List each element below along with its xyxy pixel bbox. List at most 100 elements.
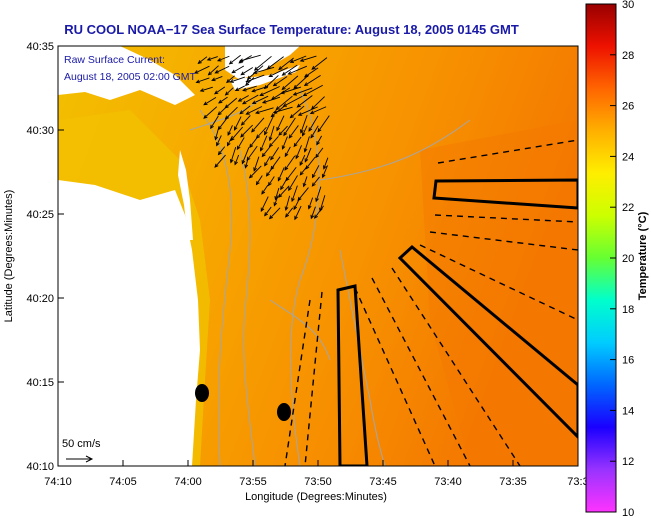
annotation-line-1: Raw Surface Current:	[64, 54, 165, 66]
current-vector-head	[261, 190, 266, 195]
current-vector	[304, 147, 312, 162]
current-vector	[226, 75, 235, 83]
current-vector-head	[291, 197, 295, 203]
current-vector	[310, 206, 316, 219]
colorbar-tick-label: 22	[622, 202, 634, 214]
current-vector	[215, 65, 230, 74]
current-vector-head	[297, 112, 303, 116]
current-vector	[230, 146, 237, 163]
current-vector	[211, 75, 223, 81]
box-north	[432, 178, 578, 210]
current-vector	[203, 96, 217, 106]
current-vector	[246, 106, 263, 115]
current-vector	[264, 115, 275, 135]
current-vector-head	[203, 101, 208, 106]
current-vector-head	[313, 214, 318, 219]
current-vector-head	[283, 131, 288, 137]
current-vector	[311, 57, 328, 70]
current-vector-head	[317, 128, 322, 133]
current-vector	[299, 154, 306, 166]
current-vector	[218, 146, 226, 155]
current-vector-head	[295, 154, 300, 160]
current-vector	[274, 187, 280, 200]
current-vector	[288, 175, 298, 191]
current-vector-head	[226, 79, 231, 84]
current-vector-head	[217, 111, 222, 116]
current-vector-head	[268, 215, 274, 220]
current-vector-head	[249, 143, 254, 149]
current-vector	[218, 96, 228, 104]
current-vector	[241, 115, 251, 126]
current-vector-head	[281, 86, 286, 91]
current-vector-head	[293, 84, 298, 90]
sampling-ray-lines	[284, 139, 578, 466]
current-vector-head	[248, 174, 254, 179]
current-vector	[196, 77, 210, 83]
current-vector	[284, 146, 291, 157]
current-vector	[319, 195, 326, 212]
current-vector	[310, 125, 319, 138]
current-vector	[229, 54, 241, 65]
current-vector	[290, 55, 307, 63]
current-vector	[203, 106, 218, 119]
current-vector	[217, 105, 228, 116]
current-vector-head	[299, 58, 305, 62]
bathymetry-contours	[189, 89, 471, 466]
current-vector	[305, 156, 316, 170]
current-vector-head	[261, 99, 267, 104]
current-vector	[298, 106, 318, 116]
x-axis-ticks: 74:10 74:05 74:00 73:55 73:50 73:45 73:40 73:35…	[44, 460, 589, 488]
current-vector	[234, 116, 242, 131]
current-vector	[253, 66, 275, 74]
current-vector	[240, 124, 253, 138]
current-vector-head	[310, 134, 315, 139]
current-vector	[230, 76, 245, 83]
current-vector-head	[284, 166, 289, 171]
current-vector-head	[280, 185, 284, 191]
current-vector-head	[300, 129, 304, 134]
current-vector	[293, 87, 313, 96]
current-vector-head	[245, 78, 250, 83]
current-vector-head	[240, 121, 245, 126]
colorbar-tick-label: 24	[622, 151, 634, 163]
current-vector-head	[216, 142, 220, 147]
current-vector-head	[213, 90, 219, 95]
y-axis-ticks: 40:35 40:30 40:25 40:20 40:15 40:10	[26, 41, 64, 473]
current-vector-head	[304, 158, 309, 163]
current-vector	[256, 126, 267, 139]
y-tick-label: 40:35	[26, 41, 54, 53]
current-vector	[260, 135, 268, 151]
current-vector	[273, 106, 293, 114]
current-vector-head	[301, 132, 306, 137]
current-vector	[281, 75, 299, 90]
x-tick-label: 73:3	[567, 476, 588, 488]
current-vector-head	[255, 181, 260, 186]
current-vector	[269, 207, 281, 219]
current-vector-head	[211, 77, 216, 82]
current-vector	[214, 154, 226, 168]
current-vector-head	[311, 173, 316, 179]
current-vector	[317, 115, 330, 132]
current-vector-head	[307, 205, 312, 210]
sampling-box-outlines	[336, 178, 578, 466]
current-vector-head	[278, 193, 283, 198]
current-vector	[208, 65, 219, 76]
scale-label: 50 cm/s	[62, 438, 101, 450]
current-vector	[225, 87, 234, 96]
colorbar-tick-label: 30	[622, 0, 634, 11]
current-vector-head	[277, 177, 282, 182]
current-vector-head	[273, 202, 278, 207]
current-vector-head	[261, 152, 266, 158]
current-vector	[311, 96, 325, 110]
surface-current-vectors	[193, 54, 330, 221]
current-vector-head	[237, 98, 243, 102]
current-vector	[278, 125, 288, 136]
current-vector-head	[216, 57, 222, 62]
current-vector-head	[228, 60, 234, 65]
current-vector-head	[253, 66, 259, 71]
current-vector	[227, 135, 233, 146]
current-vector-head	[281, 145, 286, 150]
current-vector-head	[227, 131, 232, 137]
current-vector-head	[285, 213, 290, 218]
